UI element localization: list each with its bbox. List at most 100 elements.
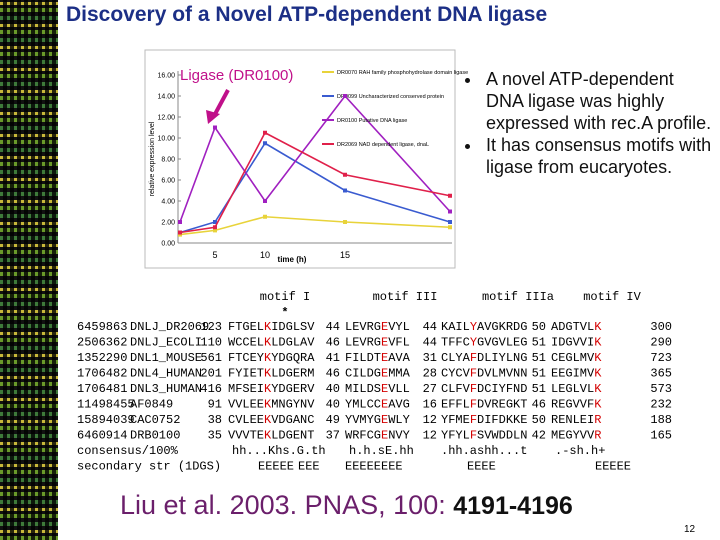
secondary-cell: EEEEEEEE xyxy=(345,460,403,474)
motif-seq: FILDTEAVA xyxy=(345,351,411,365)
seq-part: CILDG xyxy=(345,367,381,381)
seq-part: K xyxy=(594,320,602,334)
point xyxy=(213,125,217,130)
seq-part: CVLEE xyxy=(228,413,264,427)
seq-part: K xyxy=(594,351,602,365)
seq-part: LEVRG xyxy=(345,336,381,350)
motif-seq: CVLEEKVDGANC xyxy=(228,413,314,427)
table-cell: DNLJ_DR2069 xyxy=(130,320,209,334)
point xyxy=(343,188,347,193)
seq-part: YVMYG xyxy=(345,413,381,427)
seq-part: E xyxy=(381,398,388,412)
seq-part: DIFDKKE xyxy=(477,413,527,427)
table-cell: 201 xyxy=(200,367,222,381)
bullet-list: A novel ATP-dependent DNA ligase was hig… xyxy=(458,68,714,178)
seq-part: FTCEY xyxy=(228,351,264,365)
citation-text: Liu et al. 2003. PNAS, 100: xyxy=(120,490,446,520)
seq-part: FILDT xyxy=(345,351,381,365)
table-cell: 290 xyxy=(650,336,672,350)
seq-part: MILDS xyxy=(345,382,381,396)
seq-part: K xyxy=(264,367,272,381)
y-tick-label: 4.00 xyxy=(161,199,175,206)
table-cell: 16 xyxy=(423,398,437,412)
seq-part: E xyxy=(381,382,388,396)
seq-part: IDGLSV xyxy=(271,320,315,334)
table-cell: 46 xyxy=(326,367,340,381)
table-cell: DNL1_MOUSE xyxy=(130,351,202,365)
y-tick-label: 12.00 xyxy=(157,115,175,122)
motif-seq: FTGELKIDGLSV xyxy=(228,320,315,334)
consensus-cell: .hh.ashh...t xyxy=(441,444,527,458)
table-cell: 37 xyxy=(326,429,340,443)
seq-part: K xyxy=(264,382,272,396)
table-cell: CAC0752 xyxy=(130,413,180,427)
seq-part: SVWDDLN xyxy=(477,429,527,443)
point xyxy=(448,209,452,214)
motif-seq: RENLEIR xyxy=(551,413,601,427)
table-cell: 1706482 xyxy=(77,367,127,381)
seq-part: CLYA xyxy=(441,351,471,365)
x-axis-label: time (h) xyxy=(278,255,307,264)
legend-label: DR0100 Putative DNA ligase xyxy=(337,118,407,124)
table-cell: 46 xyxy=(326,336,340,350)
table-cell: 2506362 xyxy=(77,336,127,350)
seq-part: FTGEL xyxy=(228,320,264,334)
table-cell: 35 xyxy=(208,429,222,443)
seq-part: K xyxy=(264,320,272,334)
motif-header: motif IV xyxy=(583,290,641,304)
motif-seq: VVLEEKMNGYNV xyxy=(228,398,315,412)
table-cell: DRB0100 xyxy=(130,429,180,443)
table-cell: 416 xyxy=(200,382,222,396)
seq-part: IDGVVI xyxy=(551,336,594,350)
seq-part: E xyxy=(381,429,388,443)
x-tick-label: 10 xyxy=(260,250,270,260)
citation: Liu et al. 2003. PNAS, 100: 4191-4196 xyxy=(120,490,573,521)
y-tick-label: 14.00 xyxy=(157,94,175,101)
table-cell: 51 xyxy=(532,367,546,381)
y-tick-label: 16.00 xyxy=(157,73,175,80)
table-cell: 38 xyxy=(208,413,222,427)
seq-part: VFL xyxy=(388,336,410,350)
seq-part: K xyxy=(594,336,602,350)
table-cell: 723 xyxy=(650,351,672,365)
table-cell: 42 xyxy=(532,429,546,443)
seq-part: F xyxy=(470,382,477,396)
table-cell: 27 xyxy=(423,382,437,396)
seq-part: E xyxy=(381,320,388,334)
consensus-cell: consensus/100% xyxy=(77,444,179,458)
page-number: 12 xyxy=(684,524,696,535)
table-cell: 188 xyxy=(650,413,672,427)
seq-part: KAIL xyxy=(441,320,470,334)
table-cell: 51 xyxy=(532,351,546,365)
y-tick-label: 10.00 xyxy=(157,136,175,143)
table-cell: 573 xyxy=(650,382,672,396)
point xyxy=(263,214,267,219)
table-cell: 232 xyxy=(650,398,672,412)
secondary-cell: EEEE xyxy=(467,460,496,474)
table-cell: 110 xyxy=(200,336,222,350)
seq-part: LDGENT xyxy=(271,429,314,443)
seq-part: MFSEI xyxy=(228,382,264,396)
table-cell: 15894039 xyxy=(77,413,135,427)
seq-part: LDGERM xyxy=(271,367,314,381)
bullet: It has consensus motifs with ligase from… xyxy=(482,134,714,178)
decor-strip xyxy=(0,0,58,540)
seq-part: E xyxy=(381,351,388,365)
y-tick-label: 6.00 xyxy=(161,178,175,185)
citation-pages: 4191-4196 xyxy=(453,492,573,520)
seq-part: E xyxy=(381,336,388,350)
seq-part: R xyxy=(594,413,601,427)
seq-part: RENLEI xyxy=(551,413,594,427)
table-cell: AF0849 xyxy=(130,398,173,412)
consensus-cell: .-sh.h+ xyxy=(555,444,605,458)
point xyxy=(178,220,182,224)
seq-part: E xyxy=(381,367,388,381)
seq-part: E xyxy=(381,413,388,427)
table-cell: 1706481 xyxy=(77,382,127,396)
seq-part: AVGKRDG xyxy=(477,320,527,334)
seq-part: K xyxy=(594,382,602,396)
motif-seq: LEVRGEVYL xyxy=(345,320,410,334)
motif-header: motif I xyxy=(260,290,310,304)
table-cell: 11498455 xyxy=(77,398,135,412)
